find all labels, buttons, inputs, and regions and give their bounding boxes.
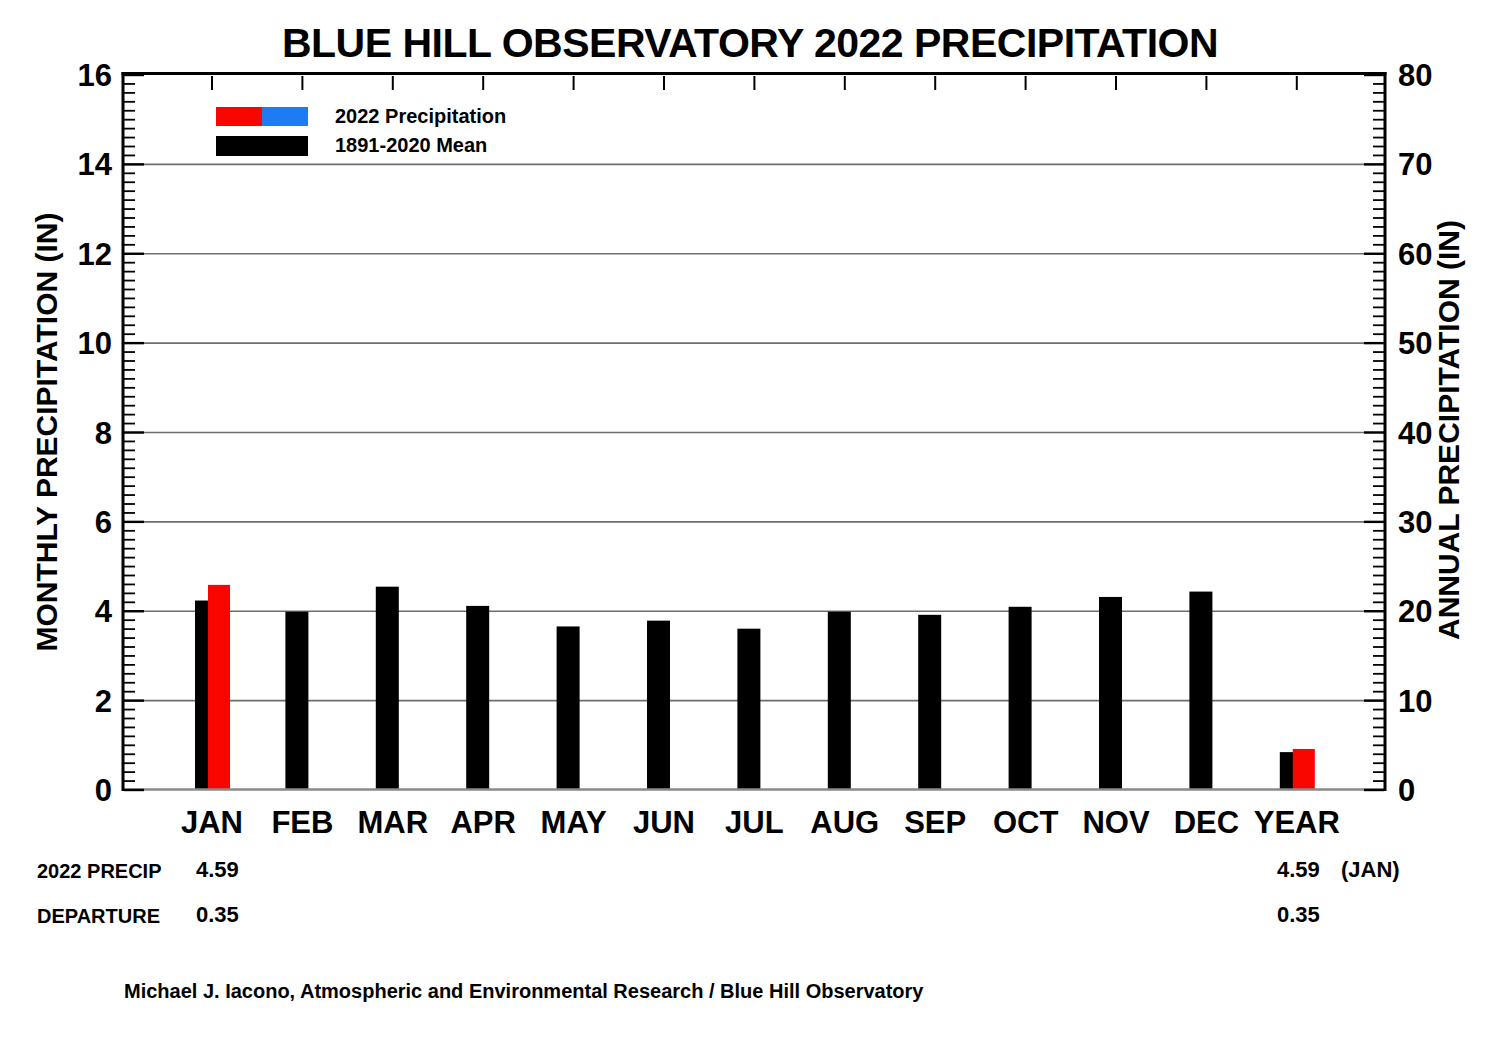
svg-text:6: 6 <box>95 505 112 540</box>
departure-year-value: 0.35 <box>1277 902 1320 928</box>
svg-text:SEP: SEP <box>904 805 966 840</box>
legend-label-mean: 1891-2020 Mean <box>335 134 487 157</box>
svg-text:YEAR: YEAR <box>1254 805 1340 840</box>
svg-text:10: 10 <box>78 326 112 361</box>
legend-swatch-mean <box>216 136 308 155</box>
departure-jan-value: 0.35 <box>196 902 239 928</box>
mean-swatch-icon <box>216 136 308 156</box>
svg-text:0: 0 <box>1398 773 1415 808</box>
svg-text:12: 12 <box>78 237 112 272</box>
svg-text:APR: APR <box>450 805 515 840</box>
svg-text:DEC: DEC <box>1174 805 1239 840</box>
precip-row-label: 2022 PRECIP <box>37 860 162 883</box>
credit-line: Michael J. Iacono, Atmospheric and Envir… <box>124 980 924 1003</box>
precip-year-value: 4.59 <box>1277 857 1320 883</box>
below-normal-swatch-icon <box>262 107 308 126</box>
legend-label-2022: 2022 Precipitation <box>335 105 506 128</box>
category-labels: JAN FEB MAR APR MAY JUN JUL AUG SEP OCT NOV DEC YEAR <box>181 805 1340 840</box>
svg-text:JUN: JUN <box>633 805 695 840</box>
svg-text:JAN: JAN <box>181 805 243 840</box>
svg-text:4: 4 <box>95 594 113 629</box>
precipitation-chart-page: BLUE HILL OBSERVATORY 2022 PRECIPITATION… <box>0 0 1500 1038</box>
above-normal-swatch-icon <box>216 107 262 126</box>
annotation-precip-row: 2022 PRECIP 4.59 4.59 (JAN) <box>0 857 1500 889</box>
legend-item-mean: 1891-2020 Mean <box>216 135 506 155</box>
svg-text:14: 14 <box>78 147 113 182</box>
svg-text:MAR: MAR <box>357 805 428 840</box>
legend-swatch-2022 <box>216 107 308 126</box>
right-axis-title: ANNUAL PRECIPITATION (IN) <box>1427 150 1471 710</box>
svg-text:80: 80 <box>1398 58 1432 93</box>
legend: 2022 Precipitation 1891-2020 Mean <box>216 106 506 164</box>
svg-text:2: 2 <box>95 684 112 719</box>
legend-item-2022: 2022 Precipitation <box>216 106 506 126</box>
left-axis-title: MONTHLY PRECIPITATION (IN) <box>25 152 69 712</box>
bars <box>195 585 1315 790</box>
svg-text:JUL: JUL <box>725 805 784 840</box>
svg-text:OCT: OCT <box>993 805 1059 840</box>
svg-text:8: 8 <box>95 416 112 451</box>
precip-jan-value: 4.59 <box>196 857 239 883</box>
annotation-departure-row: DEPARTURE 0.35 0.35 <box>0 902 1500 934</box>
svg-text:FEB: FEB <box>271 805 333 840</box>
svg-text:NOV: NOV <box>1082 805 1150 840</box>
svg-text:16: 16 <box>78 58 112 93</box>
svg-text:0: 0 <box>95 773 112 808</box>
precip-month-note: (JAN) <box>1341 857 1400 883</box>
svg-text:AUG: AUG <box>810 805 879 840</box>
departure-row-label: DEPARTURE <box>37 905 160 928</box>
svg-text:MAY: MAY <box>541 805 607 840</box>
